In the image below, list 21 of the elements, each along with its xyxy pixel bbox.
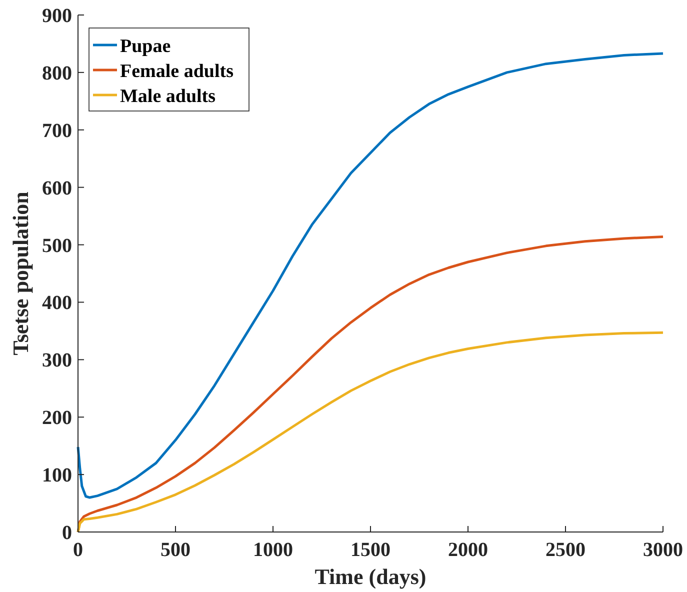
x-tick-label: 500: [160, 539, 190, 561]
x-tick-label: 2500: [546, 539, 586, 561]
y-tick-label: 700: [42, 120, 72, 142]
y-tick-label: 200: [42, 407, 72, 430]
y-tick-label: 100: [42, 464, 72, 487]
y-tick-label: 800: [42, 62, 72, 84]
y-tick-label: 500: [42, 234, 72, 257]
y-axis-title: Tsetse population: [8, 192, 33, 356]
x-tick-label: 2000: [448, 539, 488, 561]
y-tick-label: 900: [42, 5, 72, 27]
y-tick-label: 300: [42, 350, 72, 372]
x-tick-label: 1000: [253, 539, 293, 561]
y-tick-label: 400: [42, 292, 72, 314]
legend-label: Female adults: [120, 61, 234, 82]
y-tick-label: 600: [42, 177, 72, 200]
y-tick-label: 0: [62, 522, 72, 544]
legend-label: Male adults: [120, 86, 216, 107]
legend-label: Pupae: [120, 36, 171, 57]
x-tick-label: 1500: [350, 539, 390, 561]
x-axis-title: Time (days): [314, 564, 426, 589]
x-tick-label: 3000: [643, 539, 683, 561]
